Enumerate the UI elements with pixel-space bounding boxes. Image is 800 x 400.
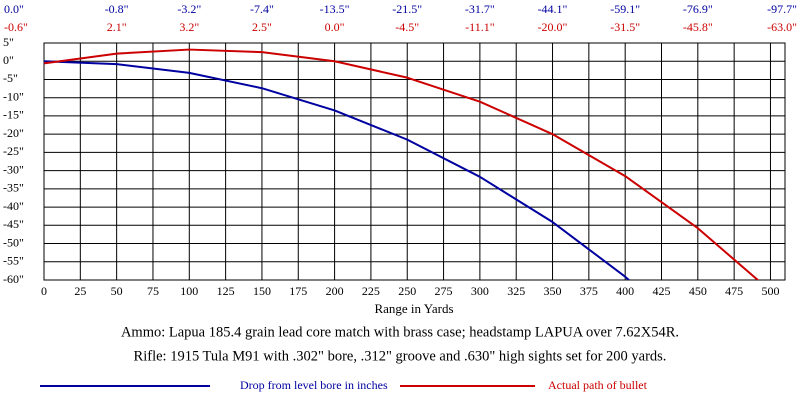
value-label: -44.1" [538,2,568,16]
x-tick-label: 100 [180,284,198,298]
value-label: -0.8" [105,2,129,16]
value-label: -97.7" [767,2,797,16]
value-label: -45.8" [683,20,713,34]
x-tick-label: 25 [74,284,86,298]
value-label: -31.7" [465,2,495,16]
x-tick-label: 150 [253,284,271,298]
legend-label: Drop from level bore in inches [240,378,388,392]
value-label: -63.0" [767,20,797,34]
series-line [44,60,631,280]
x-tick-label: 0 [41,284,47,298]
value-label: -21.5" [392,2,422,16]
x-tick-label: 50 [111,284,123,298]
value-label: 3.2" [179,20,199,34]
value-label: -0.6" [4,20,28,34]
x-tick-label: 350 [544,284,562,298]
x-tick-label: 500 [761,284,779,298]
x-axis-title: Range in Yards [374,301,453,316]
value-label: -4.5" [395,20,419,34]
y-tick-label: -5" [3,71,18,85]
value-label: -20.0" [538,20,568,34]
note: Ammo: Lapua 185.4 grain lead core match … [121,324,679,340]
x-tick-label: 450 [689,284,707,298]
value-label: 2.5" [252,20,272,34]
value-label: -59.1" [610,2,640,16]
y-tick-label: -20" [3,126,24,140]
x-tick-label: 75 [147,284,159,298]
y-tick-label: -50" [3,235,24,249]
y-tick-label: -60" [3,272,24,286]
x-tick-label: 425 [653,284,671,298]
x-tick-label: 125 [217,284,235,298]
y-tick-label: 5" [3,35,14,49]
value-label: -3.2" [177,2,201,16]
value-label: -76.9" [683,2,713,16]
y-tick-label: -30" [3,162,24,176]
y-tick-label: -10" [3,89,24,103]
y-tick-label: -45" [3,217,24,231]
series-line [44,48,760,280]
x-tick-label: 300 [471,284,489,298]
value-label: 0.0" [4,2,24,16]
value-label: -31.5" [610,20,640,34]
x-tick-label: 275 [435,284,453,298]
x-tick-label: 225 [362,284,380,298]
y-tick-label: -40" [3,199,24,213]
y-tick-label: -55" [3,254,24,268]
x-tick-label: 200 [326,284,344,298]
x-tick-label: 325 [507,284,525,298]
plot-frame [43,42,786,281]
x-tick-label: 475 [725,284,743,298]
value-label: -7.4" [250,2,274,16]
x-tick-label: 375 [580,284,598,298]
y-tick-label: 0" [3,53,14,67]
y-tick-label: -25" [3,144,24,158]
y-tick-label: -15" [3,108,24,122]
value-label: 2.1" [107,20,127,34]
value-label: -13.5" [320,2,350,16]
x-tick-label: 400 [616,284,634,298]
note: Rifle: 1915 Tula M91 with .302" bore, .3… [134,348,667,364]
legend-label: Actual path of bullet [548,378,648,392]
x-tick-label: 175 [289,284,307,298]
value-label: 0.0" [325,20,345,34]
x-tick-label: 250 [398,284,416,298]
y-tick-label: -35" [3,181,24,195]
value-label: -11.1" [465,20,495,34]
